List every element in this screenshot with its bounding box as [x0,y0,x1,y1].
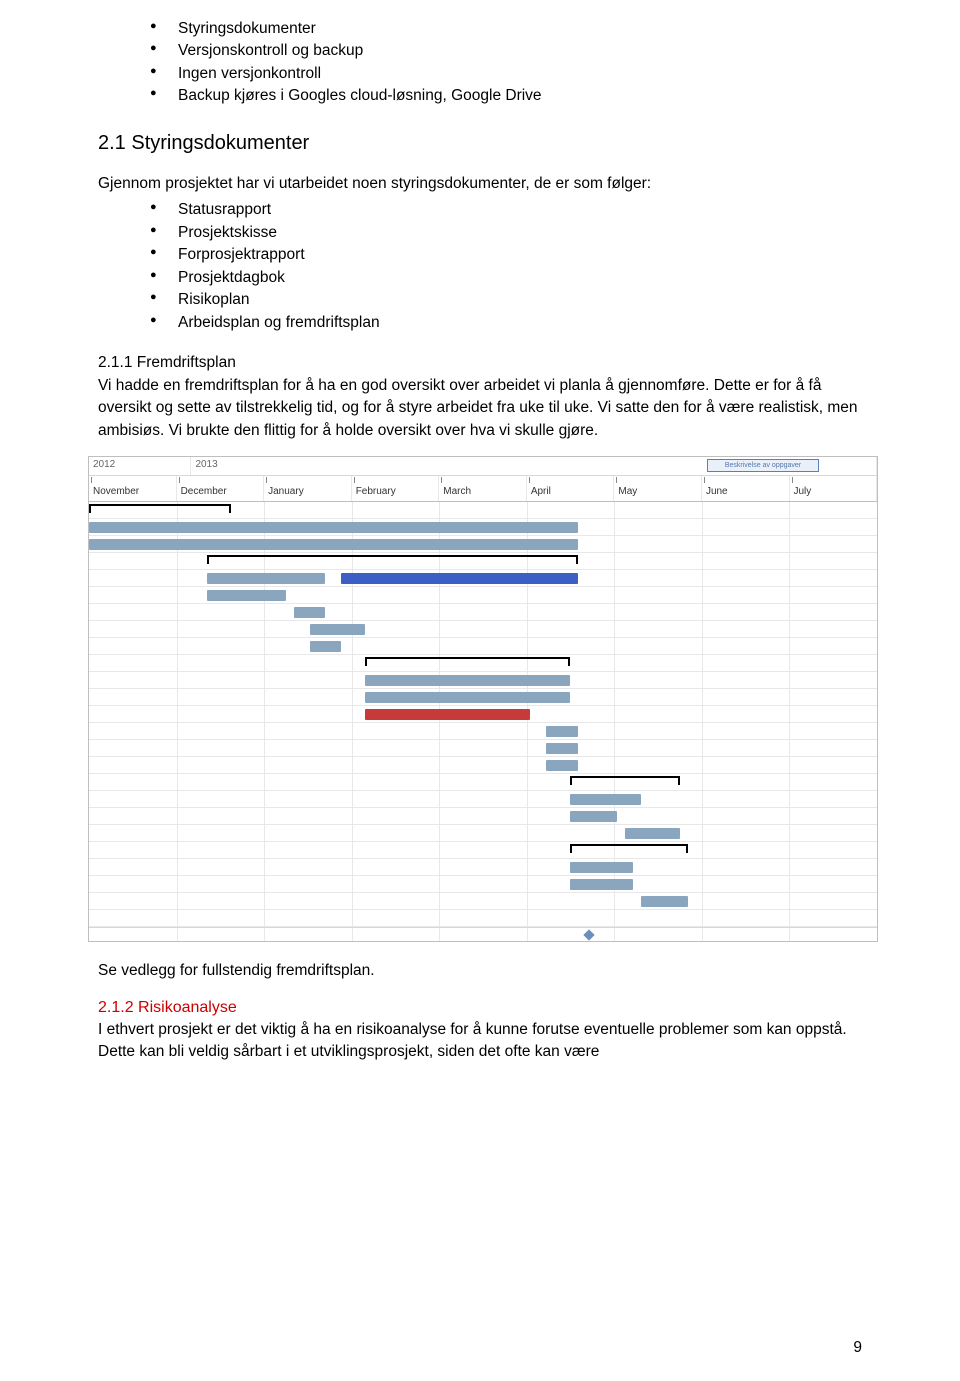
gantt-row [89,502,877,519]
page-number: 9 [853,1339,862,1357]
gantt-month-label: April [527,476,615,501]
gantt-row [89,723,877,740]
gantt-bar [570,811,617,822]
gantt-bracket [570,844,688,853]
gantt-bar [310,641,342,652]
subsection-2-heading: 2.1.2 Risikoanalyse [98,999,862,1017]
list-item: Arbeidsplan og fremdriftsplan [150,312,862,334]
gantt-row [89,910,877,927]
top-bullet-list: Styringsdokumenter Versjonskontroll og b… [150,18,862,108]
gantt-bar [89,522,578,533]
gantt-row [89,774,877,791]
gantt-chart: Beskrivelse av oppgaver 20122013 Novembe… [88,456,878,942]
gantt-month-label: November [89,476,177,501]
gantt-bar [641,896,688,907]
gantt-row [89,740,877,757]
list-item: Risikoplan [150,289,862,311]
gantt-month-label: January [264,476,352,501]
gantt-row [89,587,877,604]
gantt-row [89,825,877,842]
gantt-bar [570,862,633,873]
gantt-bracket [89,504,231,513]
gantt-row [89,655,877,672]
gantt-bar [546,743,578,754]
list-item: Prosjektskisse [150,222,862,244]
gantt-bar [365,692,570,703]
list-item: Prosjektdagbok [150,267,862,289]
subsection-1-heading: 2.1.1 Fremdriftsplan [98,352,862,374]
list-item: Forprosjektrapport [150,244,862,266]
gantt-bar [89,539,578,550]
gantt-bar [341,573,577,584]
gantt-row [89,893,877,910]
gantt-month-label: December [177,476,265,501]
gantt-legend: Beskrivelse av oppgaver [707,459,819,472]
gantt-bar [546,760,578,771]
section-intro: Gjennom prosjektet har vi utarbeidet noe… [98,173,862,195]
gantt-bar [570,879,633,890]
gantt-row [89,570,877,587]
subsection-1-body: Vi hadde en fremdriftsplan for å ha en g… [98,375,862,442]
gantt-bar [310,624,365,635]
gantt-row [89,519,877,536]
gantt-row [89,536,877,553]
list-item: Styringsdokumenter [150,18,862,40]
gantt-bar [207,573,325,584]
gantt-month-label: March [439,476,527,501]
gantt-row [89,553,877,570]
gantt-bar [546,726,578,737]
gantt-body [88,501,878,942]
list-item: Backup kjøres i Googles cloud-løsning, G… [150,85,862,107]
gantt-row [89,672,877,689]
gantt-row [89,791,877,808]
gantt-footer-row [89,927,877,941]
gantt-row [89,842,877,859]
gantt-bracket [570,776,680,785]
list-item: Versjonskontroll og backup [150,40,862,62]
gantt-month-label: July [790,476,878,501]
gantt-month-label: May [614,476,702,501]
gantt-bar [365,709,530,720]
gantt-row [89,638,877,655]
gantt-row [89,808,877,825]
gantt-row [89,757,877,774]
section-heading: 2.1 Styringsdokumenter [98,132,862,155]
subsection-2-body: I ethvert prosjekt er det viktig å ha en… [98,1019,862,1064]
gantt-milestone-icon [584,929,595,940]
gantt-row [89,859,877,876]
gantt-month-label: February [352,476,440,501]
gantt-row [89,689,877,706]
gantt-bracket [207,555,577,564]
gantt-month-label: June [702,476,790,501]
section-bullet-list: Statusrapport Prosjektskisse Forprosjekt… [150,199,862,334]
gantt-year-label: 2012 [89,457,191,475]
gantt-bar [625,828,680,839]
list-item: Statusrapport [150,199,862,221]
after-gantt-text: Se vedlegg for fullstendig fremdriftspla… [98,960,862,982]
gantt-row [89,621,877,638]
gantt-bar [207,590,286,601]
gantt-month-row: NovemberDecemberJanuaryFebruaryMarchApri… [89,475,877,501]
gantt-bar [570,794,641,805]
gantt-header: Beskrivelse av oppgaver 20122013 Novembe… [88,456,878,501]
gantt-bar [365,675,570,686]
gantt-bracket [365,657,570,666]
gantt-row [89,706,877,723]
gantt-row [89,604,877,621]
gantt-row [89,876,877,893]
gantt-bar [294,607,326,618]
list-item: Ingen versjonkontroll [150,63,862,85]
